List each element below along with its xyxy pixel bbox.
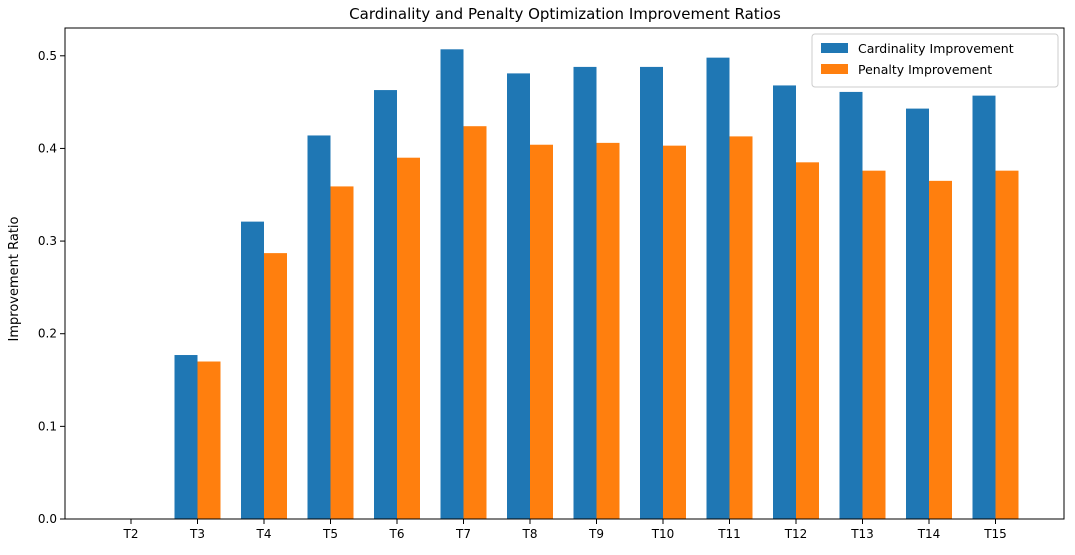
bar-cardinality-t15	[972, 95, 996, 520]
bar-penalty-t4	[264, 253, 287, 519]
legend-label-penalty: Penalty Improvement	[858, 62, 992, 77]
bar-penalty-t7	[463, 126, 487, 519]
x-tick-label-t9: T9	[588, 527, 604, 541]
bar-penalty-t6	[397, 157, 420, 519]
x-tick-label-t10: T10	[651, 527, 675, 541]
chart-title: Cardinality and Penalty Optimization Imp…	[349, 5, 781, 23]
bar-cardinality-t7	[440, 49, 464, 519]
legend-label-cardinality: Cardinality Improvement	[858, 41, 1014, 56]
bar-cardinality-t5	[307, 135, 331, 519]
y-tick-label: 0.0	[38, 512, 57, 526]
bar-penalty-t5	[330, 186, 354, 519]
x-tick-label-t6: T6	[389, 527, 405, 541]
y-tick-label: 0.2	[38, 327, 57, 341]
bar-cardinality-t8	[507, 73, 530, 519]
bar-penalty-t8	[530, 144, 553, 519]
bar-penalty-t13	[862, 170, 886, 520]
x-tick-label-t8: T8	[522, 527, 538, 541]
y-tick-label: 0.3	[38, 234, 57, 248]
bars-group	[174, 49, 1019, 520]
bar-cardinality-t9	[573, 66, 597, 520]
plot-frame	[64, 27, 1065, 520]
bar-penalty-t11	[729, 136, 753, 519]
x-tick-label-t7: T7	[455, 527, 471, 541]
x-tick-label-t5: T5	[322, 527, 338, 541]
legend-swatch-cardinality	[821, 43, 848, 53]
y-axis: 0.0 0.1 0.2 0.3 0.4 0.5	[38, 49, 65, 526]
legend-box	[811, 33, 1059, 88]
x-tick-label-t13: T13	[850, 527, 874, 541]
bar-penalty-t9	[596, 142, 620, 519]
bar-cardinality-t11	[706, 57, 730, 519]
legend-swatch-penalty	[821, 64, 848, 74]
bar-penalty-t10	[663, 145, 686, 519]
y-tick-label: 0.5	[38, 49, 57, 63]
bar-penalty-t14	[929, 180, 952, 519]
bar-cardinality-t4	[241, 221, 264, 519]
bar-penalty-t3	[197, 361, 221, 519]
x-tick-label-t3: T3	[189, 527, 205, 541]
x-tick-label-t4: T4	[256, 527, 272, 541]
y-axis-title: Improvement Ratio	[7, 216, 22, 341]
x-tick-label-t2: T2	[123, 527, 139, 541]
bar-penalty-t15	[995, 170, 1019, 520]
y-tick-label: 0.4	[38, 141, 57, 155]
y-tick-label: 0.1	[38, 419, 57, 433]
bar-cardinality-t10	[640, 66, 663, 520]
x-tick-label-t15: T15	[983, 527, 1007, 541]
legend: Cardinality Improvement Penalty Improveme…	[811, 33, 1059, 88]
bar-cardinality-t12	[773, 85, 796, 519]
bar-cardinality-t6	[374, 90, 397, 519]
x-axis: T2 T3 T4 T5 T6 T7 T8 T9 T10 T11 T12 T13 T14 T15	[123, 519, 1007, 541]
bar-cardinality-t13	[839, 91, 863, 519]
bar-cardinality-t3	[174, 355, 198, 519]
x-tick-label-t11: T11	[717, 527, 741, 541]
bar-penalty-t12	[796, 162, 819, 519]
bar-cardinality-t14	[906, 108, 929, 519]
x-tick-label-t12: T12	[784, 527, 808, 541]
x-tick-label-t14: T14	[917, 527, 941, 541]
